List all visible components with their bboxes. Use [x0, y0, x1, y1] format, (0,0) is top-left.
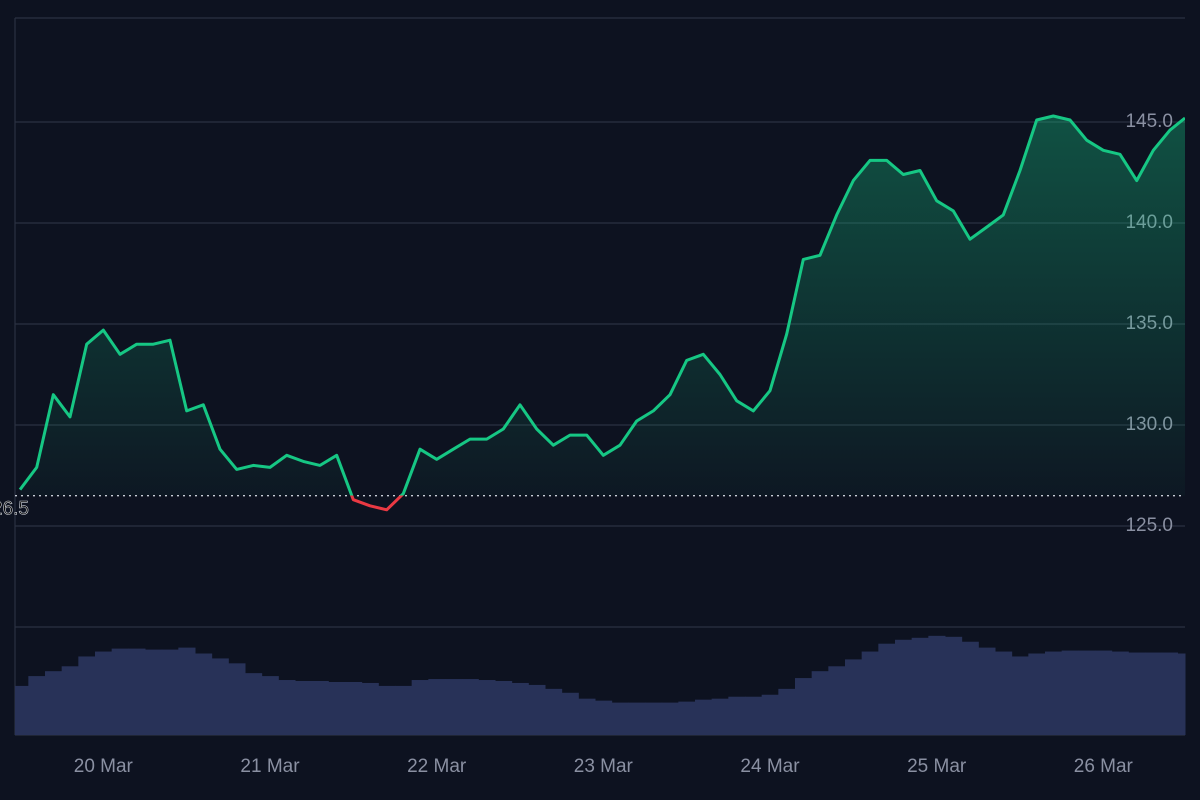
- volume-bar: [761, 694, 779, 735]
- volume-bar: [28, 676, 46, 735]
- volume-bar: [211, 658, 229, 735]
- volume-bar: [78, 656, 96, 735]
- volume-bar: [628, 702, 646, 735]
- volume-bar: [311, 681, 329, 735]
- x-tick-label: 21 Mar: [240, 756, 300, 777]
- volume-bar: [1111, 651, 1129, 735]
- volume-bar: [411, 680, 429, 735]
- volume-bar: [895, 639, 913, 735]
- volume-bar: [1028, 653, 1046, 735]
- volume-bar: [1078, 650, 1096, 735]
- volume-bar: [861, 651, 879, 735]
- volume-bar: [378, 685, 396, 735]
- x-tick-label: 25 Mar: [907, 756, 967, 777]
- volume-bar: [1095, 650, 1113, 735]
- volume-bar: [828, 666, 846, 735]
- volume-bar: [995, 651, 1013, 735]
- y-tick-label: 125.0: [1125, 515, 1173, 536]
- volume-bar: [678, 701, 696, 735]
- volume-bar: [345, 681, 363, 735]
- volume-bar: [495, 681, 513, 735]
- volume-bar: [728, 696, 746, 735]
- price-line: [18, 114, 1185, 512]
- volume-bar: [811, 671, 829, 735]
- volume-bar: [278, 680, 296, 735]
- x-tick-label: 24 Mar: [740, 756, 800, 777]
- volume-bar: [295, 681, 313, 735]
- x-tick-label: 23 Mar: [574, 756, 634, 777]
- volume-pane: [15, 635, 1186, 735]
- volume-bar: [1177, 653, 1186, 735]
- volume-bar: [795, 678, 813, 735]
- volume-bar: [1045, 651, 1063, 735]
- volume-bar: [361, 682, 379, 735]
- volume-bar: [961, 641, 979, 735]
- volume-bar: [1011, 656, 1029, 735]
- volume-bar: [45, 671, 63, 735]
- volume-bar: [878, 643, 896, 735]
- baseline-label: 126.5: [0, 499, 29, 520]
- volume-bar: [95, 651, 113, 735]
- volume-bar: [561, 692, 579, 735]
- volume-bar: [461, 679, 479, 735]
- volume-bar: [161, 649, 179, 735]
- volume-bar: [1145, 652, 1163, 735]
- volume-bar: [645, 702, 663, 735]
- volume-bar: [1161, 652, 1178, 735]
- y-tick-label: 145.0: [1125, 111, 1173, 132]
- volume-bar: [195, 653, 213, 735]
- volume-bar: [428, 679, 446, 735]
- x-tick-label: 20 Mar: [74, 756, 134, 777]
- volume-bar: [395, 685, 413, 735]
- volume-bar: [578, 698, 596, 735]
- volume-bar: [545, 688, 563, 735]
- volume-bar: [15, 685, 29, 735]
- x-tick-label: 22 Mar: [407, 756, 467, 777]
- x-tick-label: 26 Mar: [1074, 756, 1134, 777]
- volume-bar: [328, 681, 346, 735]
- volume-bar: [778, 688, 796, 735]
- volume-bar: [511, 682, 529, 735]
- volume-bar: [128, 648, 146, 735]
- volume-bar: [478, 680, 496, 735]
- price-area: [20, 116, 1185, 496]
- volume-bar: [245, 673, 263, 735]
- volume-bar: [611, 702, 629, 735]
- volume-bar: [145, 649, 163, 735]
- volume-bar: [228, 663, 246, 735]
- volume-bar: [911, 637, 929, 735]
- volume-bar: [661, 702, 679, 735]
- volume-bar: [711, 698, 729, 735]
- volume-bar: [261, 676, 279, 735]
- volume-bar: [178, 647, 196, 735]
- volume-bar: [695, 699, 713, 735]
- volume-bar: [945, 636, 963, 735]
- volume-bar: [928, 635, 946, 735]
- volume-bar: [1061, 650, 1079, 735]
- volume-bar: [978, 647, 996, 735]
- volume-bar: [595, 700, 613, 735]
- volume-bar: [845, 659, 863, 735]
- volume-bar: [1128, 652, 1146, 735]
- volume-bar: [61, 666, 79, 735]
- volume-bar: [528, 684, 546, 735]
- volume-bar: [445, 679, 463, 735]
- volume-bar: [745, 696, 763, 735]
- volume-bar: [111, 648, 129, 735]
